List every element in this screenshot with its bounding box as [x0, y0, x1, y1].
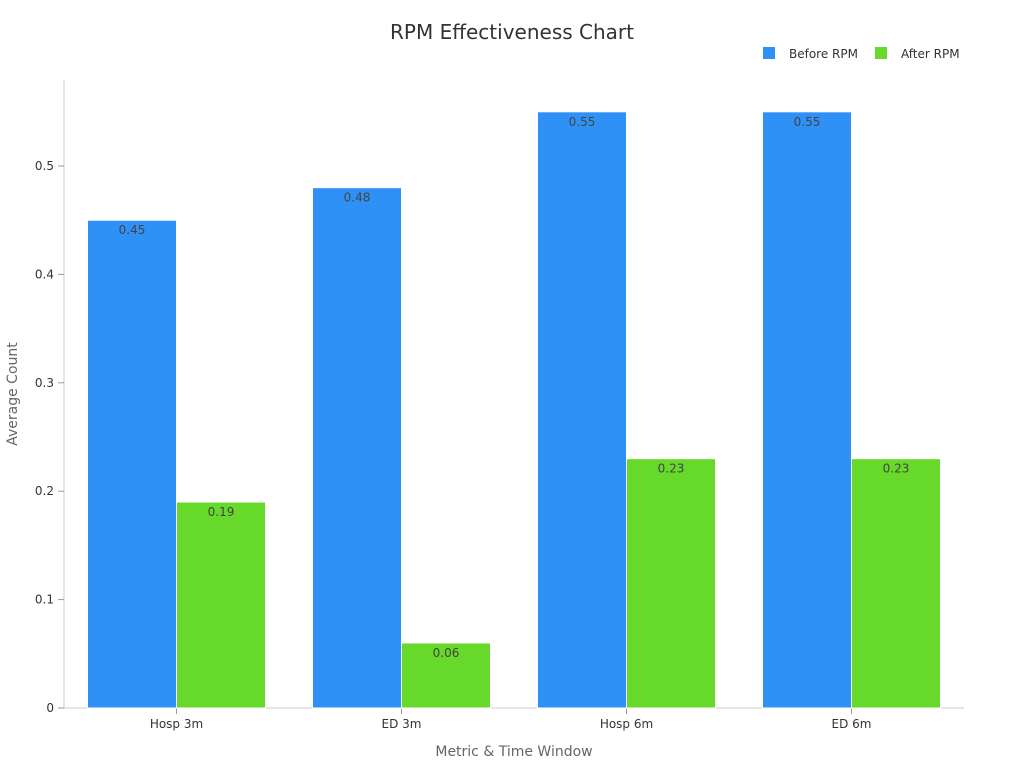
data-label: 0.23 [658, 462, 685, 476]
data-label: 0.55 [794, 115, 821, 129]
data-label: 0.55 [569, 115, 596, 129]
chart-title: RPM Effectiveness Chart [390, 20, 634, 44]
y-tick-label: 0.1 [35, 593, 54, 607]
bars [87, 111, 941, 709]
data-label: 0.23 [883, 462, 910, 476]
legend-label[interactable]: After RPM [901, 47, 960, 61]
y-tick-label: 0.5 [35, 159, 54, 173]
bar-0-1[interactable] [312, 187, 402, 709]
data-label: 0.48 [344, 191, 371, 205]
y-tick-label: 0.4 [35, 267, 54, 281]
data-label: 0.45 [119, 223, 146, 237]
y-axis-title: Average Count [5, 342, 21, 446]
legend: Before RPM After RPM [763, 47, 960, 61]
bar-0-0[interactable] [87, 219, 177, 709]
bar-1-3[interactable] [851, 458, 941, 709]
bar-0-3[interactable] [762, 111, 852, 709]
bar-0-2[interactable] [537, 111, 627, 709]
data-labels: 0.45 0.48 0.55 0.55 0.19 0.06 0.23 0.23 [119, 115, 910, 660]
x-tick-label: Hosp 6m [600, 717, 653, 731]
bar-1-0[interactable] [176, 501, 266, 709]
data-label: 0.19 [208, 505, 235, 519]
x-tick-label: ED 6m [832, 717, 872, 731]
y-tick-label: 0 [46, 701, 54, 715]
x-tick-label: Hosp 3m [150, 717, 203, 731]
y-axis-ticks: 0 0.1 0.2 0.3 0.4 0.5 [35, 159, 64, 715]
x-axis-title: Metric & Time Window [435, 744, 592, 760]
legend-label[interactable]: Before RPM [789, 47, 858, 61]
x-tick-label: ED 3m [382, 717, 422, 731]
y-tick-label: 0.3 [35, 376, 54, 390]
bar-1-2[interactable] [626, 458, 716, 709]
x-axis-ticks: Hosp 3m ED 3m Hosp 6m ED 6m [150, 708, 872, 731]
bar-1-1[interactable] [401, 642, 491, 709]
legend-swatch [763, 47, 775, 59]
legend-swatch [875, 47, 887, 59]
data-label: 0.06 [433, 646, 460, 660]
y-tick-label: 0.2 [35, 484, 54, 498]
